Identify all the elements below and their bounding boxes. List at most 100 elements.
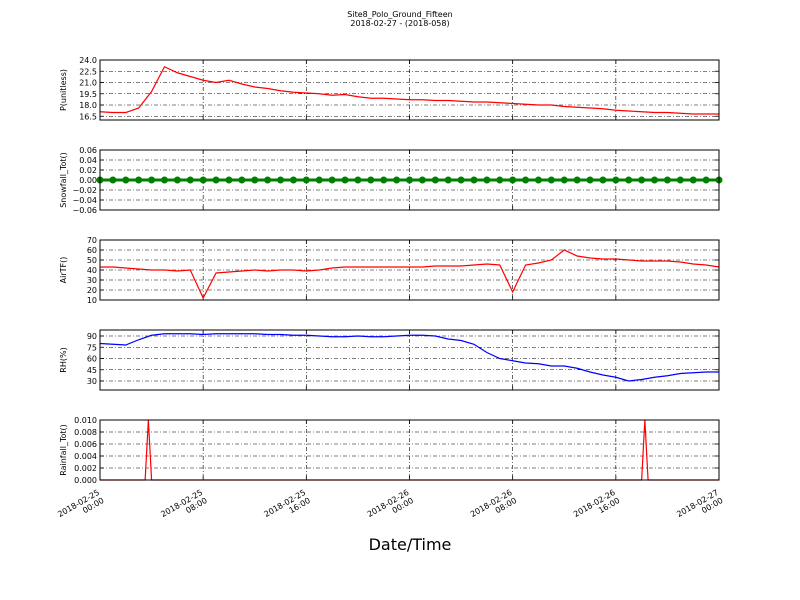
data-point (586, 176, 594, 184)
data-point (547, 176, 555, 184)
y-tick-label: 19.5 (79, 90, 97, 99)
y-tick-label: 0.00 (79, 176, 97, 185)
y-tick-label: 22.5 (79, 67, 97, 76)
data-point (702, 176, 710, 184)
y-tick-label: 90 (87, 332, 97, 341)
data-point (625, 176, 633, 184)
plot-frame (99, 239, 720, 301)
y-tick-label: 40 (87, 266, 97, 275)
y-tick-label: 16.5 (79, 112, 97, 121)
data-line (99, 333, 719, 382)
data-point (638, 176, 646, 184)
data-point (264, 176, 272, 184)
data-point (522, 176, 530, 184)
y-axis-label: RH(%) (59, 347, 68, 372)
y-tick-label: 0.010 (74, 416, 97, 425)
y-tick-label: 0.000 (74, 476, 97, 485)
y-axis-label: Snowfall_Tot() (59, 152, 68, 208)
data-line (100, 249, 720, 300)
data-point (212, 176, 220, 184)
plot-frame (99, 329, 720, 391)
data-point (509, 176, 517, 184)
data-point (573, 176, 581, 184)
y-tick-label: 0.04 (79, 156, 97, 165)
y-tick-label: 60 (87, 246, 97, 255)
y-tick-label: −0.04 (72, 196, 97, 205)
data-point (599, 176, 607, 184)
y-tick-label: 75 (87, 343, 97, 352)
data-point (393, 176, 401, 184)
data-point (534, 176, 542, 184)
data-point (354, 176, 362, 184)
data-point (689, 176, 697, 184)
y-tick-label: 10 (87, 296, 97, 305)
plot-frame (99, 149, 720, 211)
data-point (483, 176, 491, 184)
data-point (135, 176, 143, 184)
data-point (612, 176, 620, 184)
y-tick-label: 30 (87, 377, 97, 386)
x-tick-label: 2018-02-2608:00 (469, 488, 518, 527)
y-tick-label: 45 (87, 366, 97, 375)
plot-frame (99, 419, 720, 481)
y-tick-label: 0.004 (74, 452, 97, 461)
data-point (496, 176, 504, 184)
y-tick-label: 18.0 (79, 101, 97, 110)
data-point (251, 176, 259, 184)
data-point (418, 176, 426, 184)
data-point (380, 176, 388, 184)
data-point (431, 176, 439, 184)
data-point (367, 176, 375, 184)
y-tick-label: 20 (87, 286, 97, 295)
data-point (651, 176, 659, 184)
y-axis-label: AirTF() (59, 257, 68, 284)
data-point (444, 176, 452, 184)
data-point (277, 176, 285, 184)
data-point (289, 176, 297, 184)
y-axis-label: Rainfall_Tot() (59, 424, 68, 476)
y-tick-label: 0.002 (74, 464, 97, 473)
data-point (406, 176, 413, 184)
y-tick-label: 21.0 (79, 79, 97, 88)
data-point (173, 176, 181, 184)
y-tick-label: 0.06 (79, 146, 97, 155)
y-tick-label: 70 (87, 236, 97, 245)
data-point (148, 176, 156, 184)
data-point (109, 176, 117, 184)
x-tick-label: 2018-02-2500:00 (56, 488, 105, 527)
chart-subtitle: 2018-02-27 - (2018-058) (350, 19, 449, 28)
data-point (315, 176, 323, 184)
data-point (199, 176, 207, 184)
x-axis-label: Date/Time (369, 535, 452, 554)
y-tick-label: 0.008 (74, 428, 97, 437)
y-tick-label: −0.06 (72, 206, 97, 215)
x-tick-label: 2018-02-2700:00 (675, 488, 724, 527)
data-point (328, 176, 336, 184)
y-tick-label: −0.02 (72, 186, 97, 195)
x-tick-label: 2018-02-2516:00 (263, 488, 312, 527)
data-point (122, 176, 130, 184)
y-tick-label: 0.006 (74, 440, 97, 449)
data-point (457, 176, 465, 184)
y-tick-label: 60 (87, 355, 97, 364)
data-point (238, 176, 246, 184)
data-point (676, 176, 684, 184)
data-point (663, 176, 671, 184)
data-point (560, 176, 568, 184)
y-tick-label: 0.02 (79, 166, 97, 175)
y-axis-label: P(unitless) (59, 69, 68, 111)
data-point (341, 176, 349, 184)
data-point (160, 176, 168, 184)
plot-frame (99, 59, 720, 121)
data-line (99, 65, 719, 115)
x-tick-label: 2018-02-2508:00 (159, 488, 208, 527)
data-point (225, 176, 233, 184)
data-point (302, 176, 310, 184)
y-tick-label: 30 (87, 276, 97, 285)
y-tick-label: 50 (87, 256, 97, 265)
x-tick-label: 2018-02-2600:00 (366, 488, 415, 527)
data-point (470, 176, 478, 184)
data-point (186, 176, 194, 184)
y-tick-label: 24.0 (79, 56, 97, 65)
